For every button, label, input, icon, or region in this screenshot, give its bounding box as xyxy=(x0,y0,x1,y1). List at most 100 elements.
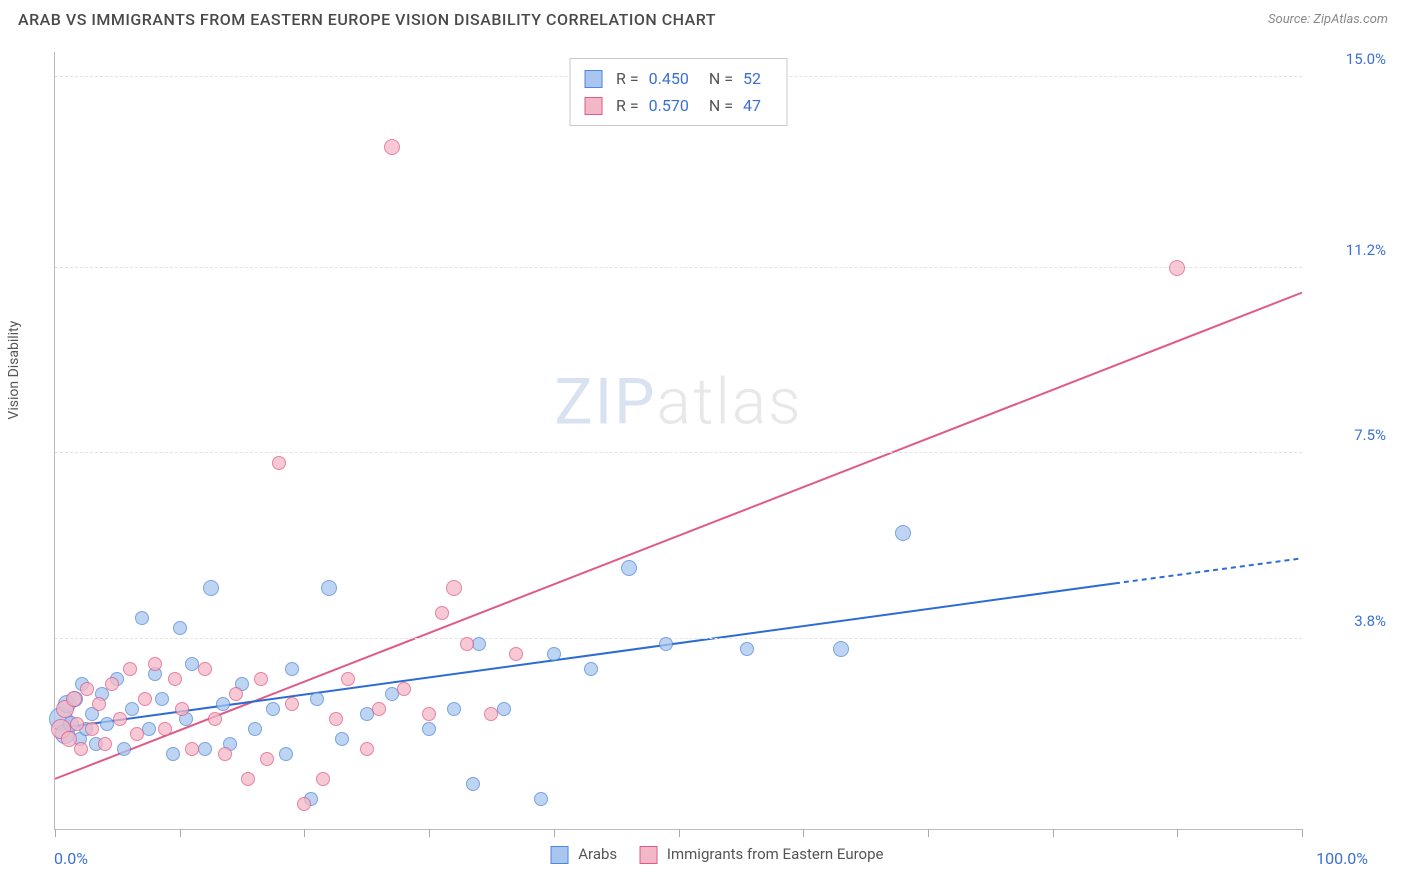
watermark-right: atlas xyxy=(657,364,803,439)
n-value-immigrants: 47 xyxy=(743,92,761,119)
n-value-arabs: 52 xyxy=(743,65,761,92)
x-axis-min-label: 0.0% xyxy=(54,849,88,868)
data-point xyxy=(547,647,561,661)
watermark: ZIPatlas xyxy=(554,364,802,439)
legend-item-immigrants: Immigrants from Eastern Europe xyxy=(639,845,883,864)
y-tick-label: 15.0% xyxy=(1310,50,1386,68)
data-point xyxy=(895,525,911,541)
data-point xyxy=(272,456,286,470)
legend-label-arabs: Arabs xyxy=(578,845,617,863)
data-point xyxy=(125,702,139,716)
data-point xyxy=(208,712,222,726)
x-tick xyxy=(803,829,804,837)
data-point xyxy=(260,752,274,766)
data-point xyxy=(266,702,280,716)
data-point xyxy=(168,672,182,686)
x-tick xyxy=(55,829,56,837)
correlation-legend: R = 0.450 N = 52 R = 0.570 N = 47 xyxy=(569,58,788,126)
x-tick xyxy=(1177,829,1178,837)
data-point xyxy=(447,702,461,716)
data-point xyxy=(285,662,299,676)
data-point xyxy=(185,742,199,756)
data-point xyxy=(341,672,355,686)
data-point xyxy=(285,697,299,711)
legend-row-arabs: R = 0.450 N = 52 xyxy=(584,65,773,92)
data-point xyxy=(198,742,212,756)
data-point xyxy=(397,682,411,696)
data-point xyxy=(316,772,330,786)
data-point xyxy=(254,672,268,686)
data-point xyxy=(422,707,436,721)
data-point xyxy=(241,772,255,786)
data-point xyxy=(105,677,119,691)
data-point xyxy=(466,777,480,791)
data-point xyxy=(173,621,187,635)
chart-area: Vision Disability R = 0.450 N = 52 R = 0… xyxy=(40,44,1394,878)
data-point xyxy=(216,697,230,711)
data-point xyxy=(534,792,548,806)
x-tick xyxy=(554,829,555,837)
trend-line xyxy=(1115,558,1302,583)
data-point xyxy=(198,662,212,676)
swatch-immigrants-icon xyxy=(639,846,657,864)
data-point xyxy=(435,606,449,620)
x-axis-max-label: 100.0% xyxy=(1316,849,1368,868)
data-point xyxy=(279,747,293,761)
data-point xyxy=(329,712,343,726)
data-point xyxy=(509,647,523,661)
x-tick xyxy=(180,829,181,837)
n-label: N = xyxy=(709,65,733,92)
legend-label-immigrants: Immigrants from Eastern Europe xyxy=(667,845,884,863)
r-label: R = xyxy=(616,92,639,119)
data-point xyxy=(130,727,144,741)
r-value-arabs: 0.450 xyxy=(649,65,689,92)
data-point xyxy=(659,637,673,651)
swatch-immigrants-icon xyxy=(584,97,602,115)
data-point xyxy=(460,637,474,651)
series-legend: Arabs Immigrants from Eastern Europe xyxy=(551,845,884,864)
data-point xyxy=(158,722,172,736)
x-tick xyxy=(429,829,430,837)
chart-title: ARAB VS IMMIGRANTS FROM EASTERN EUROPE V… xyxy=(18,10,716,29)
data-point xyxy=(218,747,232,761)
plot-region: R = 0.450 N = 52 R = 0.570 N = 47 ZIPatl… xyxy=(54,52,1302,830)
y-tick-label: 11.2% xyxy=(1310,241,1386,259)
data-point xyxy=(297,797,311,811)
data-point xyxy=(70,717,84,731)
trend-line xyxy=(55,293,1302,779)
data-point xyxy=(74,742,88,756)
watermark-left: ZIP xyxy=(554,364,656,439)
source-label: Source: ZipAtlas.com xyxy=(1268,12,1388,27)
data-point xyxy=(422,722,436,736)
data-point xyxy=(166,747,180,761)
r-value-immigrants: 0.570 xyxy=(649,92,689,119)
data-point xyxy=(484,707,498,721)
x-tick xyxy=(928,829,929,837)
data-point xyxy=(360,742,374,756)
data-point xyxy=(66,691,82,707)
data-point xyxy=(203,580,219,596)
data-point xyxy=(113,712,127,726)
data-point xyxy=(446,580,462,596)
data-point xyxy=(740,642,754,656)
data-point xyxy=(497,702,511,716)
trend-line xyxy=(55,583,1115,728)
data-point xyxy=(248,722,262,736)
data-point xyxy=(310,692,324,706)
data-point xyxy=(155,692,169,706)
legend-row-immigrants: R = 0.570 N = 47 xyxy=(584,92,773,119)
data-point xyxy=(833,641,849,657)
data-point xyxy=(584,662,598,676)
gridline xyxy=(55,452,1302,453)
data-point xyxy=(321,580,337,596)
data-point xyxy=(384,139,400,155)
data-point xyxy=(148,657,162,671)
n-label: N = xyxy=(709,92,733,119)
data-point xyxy=(621,560,637,576)
data-point xyxy=(229,687,243,701)
data-point xyxy=(123,662,137,676)
legend-item-arabs: Arabs xyxy=(551,845,618,864)
x-tick xyxy=(1053,829,1054,837)
data-point xyxy=(138,692,152,706)
x-tick xyxy=(304,829,305,837)
